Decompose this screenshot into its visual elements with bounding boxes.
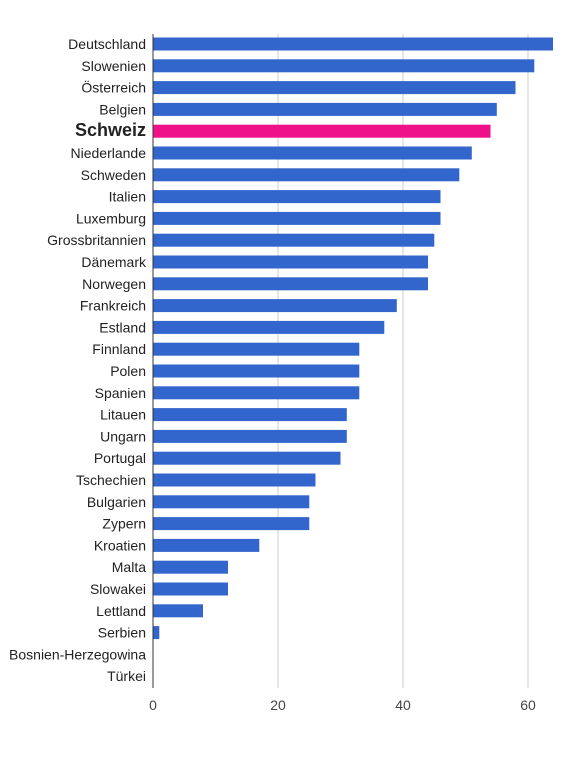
category-label: Ungarn: [100, 428, 146, 444]
bar-24: [153, 560, 228, 574]
category-label: Tschechien: [76, 472, 146, 488]
gridlines: [277, 34, 529, 688]
bar-0: [153, 37, 553, 51]
category-label: Lettland: [96, 603, 146, 619]
category-label: Portugal: [94, 450, 146, 466]
category-label: Slowenien: [81, 58, 146, 74]
category-label: Zypern: [102, 516, 146, 532]
category-label: Frankreich: [80, 298, 146, 314]
x-tick-label: 20: [270, 697, 286, 713]
bar-1: [153, 59, 535, 73]
category-labels: Deutschland Slowenien Österreich Belgien Sch…: [9, 36, 147, 684]
bar-2: [153, 81, 516, 95]
bar-27: [153, 626, 160, 640]
bar-4: [153, 124, 491, 138]
category-label: Bulgarien: [87, 494, 146, 510]
bar-16: [153, 386, 360, 400]
bar-26: [153, 604, 203, 618]
x-tick-label: 0: [149, 697, 157, 713]
category-label: Österreich: [81, 79, 146, 96]
bar-20: [153, 473, 316, 487]
bar-19: [153, 451, 341, 465]
category-label: Litauen: [100, 407, 146, 423]
bar-12: [153, 299, 397, 313]
bar-17: [153, 408, 347, 422]
bar-22: [153, 517, 310, 531]
category-label: Dänemark: [81, 254, 147, 270]
category-label: Finnland: [92, 341, 146, 357]
bar-3: [153, 102, 497, 116]
bar-5: [153, 146, 472, 160]
bar-23: [153, 538, 260, 552]
bar-8: [153, 211, 441, 225]
category-label: Malta: [112, 559, 146, 575]
category-label: Belgien: [99, 101, 146, 117]
category-label: Türkei: [107, 668, 146, 684]
bar-11: [153, 277, 428, 291]
bar-14: [153, 342, 360, 356]
bars: [153, 37, 553, 640]
bar-7: [153, 190, 441, 204]
category-label: Slowakei: [90, 581, 146, 597]
bar-18: [153, 429, 347, 443]
category-label: Serbien: [98, 625, 146, 641]
category-label: Italien: [109, 189, 146, 205]
category-label: Grossbritannien: [47, 232, 146, 248]
category-label: Luxemburg: [76, 210, 146, 226]
category-label: Spanien: [95, 385, 146, 401]
category-label: Niederlande: [71, 145, 147, 161]
bar-9: [153, 233, 435, 247]
x-tick-label: 60: [520, 697, 536, 713]
category-label: Kroatien: [94, 537, 146, 553]
bar-25: [153, 582, 228, 596]
x-tick-label: 40: [395, 697, 411, 713]
bar-13: [153, 320, 385, 334]
category-label: Norwegen: [82, 276, 146, 292]
bar-21: [153, 495, 310, 509]
category-label: Schweiz: [75, 120, 146, 140]
bar-10: [153, 255, 428, 269]
bar-15: [153, 364, 360, 378]
bar-6: [153, 168, 460, 182]
category-label: Bosnien-Herzegowina: [9, 646, 146, 662]
category-label: Schweden: [81, 167, 146, 183]
category-label: Deutschland: [68, 36, 146, 52]
category-label: Polen: [110, 363, 146, 379]
category-label: Estland: [99, 319, 146, 335]
x-tick-labels: 0 20 40 60: [149, 697, 536, 713]
